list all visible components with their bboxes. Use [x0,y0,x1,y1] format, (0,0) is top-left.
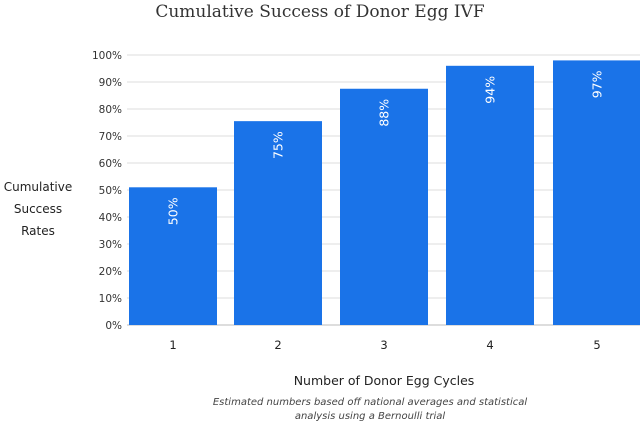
bar [340,88,428,325]
y-tick-label: 50% [99,185,122,197]
y-tick-label: 100% [92,50,122,62]
y-tick-label: 90% [99,77,122,89]
footnote-line-2: analysis using a Bernoulli trial [294,411,446,422]
y-tick-label: 10% [99,293,122,305]
x-tick-label: 1 [169,338,176,352]
x-axis-label: Number of Donor Egg Cycles [293,373,475,388]
bar [553,60,640,326]
data-label: 50% [166,197,181,225]
y-tick-label: 80% [99,104,122,116]
chart-title: Cumulative Success of Donor Egg IVF [155,2,485,22]
y-tick-label: 20% [99,266,122,278]
y-axis-label: Cumulative Success Rates [0,176,76,242]
bar [446,65,534,326]
bar [234,121,322,326]
y-tick-label: 70% [99,131,122,143]
x-tick-label: 5 [593,338,600,352]
chart-footnote: Estimated numbers based off national ave… [0,396,640,424]
y-axis-label-line-3: Rates [21,224,55,238]
y-axis-label-line-2: Success [13,202,63,216]
x-tick-label: 2 [274,338,281,352]
x-tick-label: 3 [380,338,387,352]
y-axis-label-line-1: Cumulative [3,180,73,194]
data-label: 94% [483,76,498,104]
y-tick-label: 60% [99,158,122,170]
bar [129,187,217,325]
y-tick-label: 40% [99,212,122,224]
y-tick-label: 0% [105,320,122,332]
footnote-line-1: Estimated numbers based off national ave… [212,397,528,408]
x-tick-label: 4 [486,338,493,352]
y-tick-label: 30% [99,239,122,251]
data-label: 88% [377,99,392,127]
data-label: 75% [271,131,286,159]
data-label: 97% [590,70,605,98]
